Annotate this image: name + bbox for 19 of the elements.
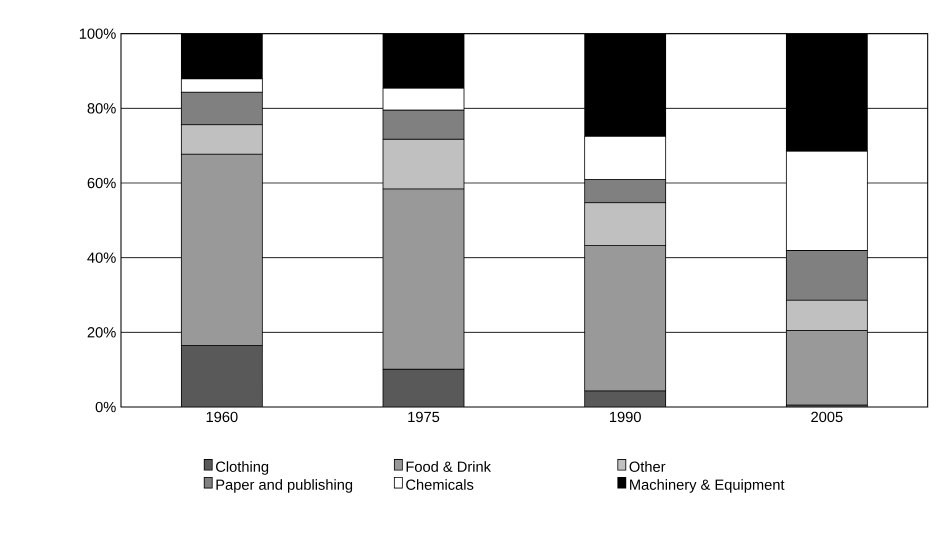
bar xyxy=(584,390,666,407)
x-tick-label: 1960 xyxy=(206,412,238,422)
y-tick-label: 40% xyxy=(87,252,116,263)
legend-label: Chemicals xyxy=(406,479,474,490)
legend-label: Food & Drink xyxy=(406,461,491,472)
y-tick-label: 60% xyxy=(88,178,116,188)
y-tick-label: 80% xyxy=(88,103,116,114)
legend-label: Machinery & Equipment xyxy=(630,479,784,493)
legend-label: Paper and publishing xyxy=(216,479,352,493)
bar xyxy=(180,345,263,407)
x-tick-label: 1975 xyxy=(408,412,440,422)
legend-label: Other xyxy=(630,461,666,472)
bar xyxy=(382,368,464,407)
x-tick-label: 2005 xyxy=(811,412,843,422)
x-tick-label: 1990 xyxy=(610,412,641,422)
y-tick-label: 0% xyxy=(96,402,116,412)
y-tick-label: 20% xyxy=(88,327,116,338)
legend-label: Clothing xyxy=(216,461,268,475)
y-tick-label: 100% xyxy=(80,28,116,39)
